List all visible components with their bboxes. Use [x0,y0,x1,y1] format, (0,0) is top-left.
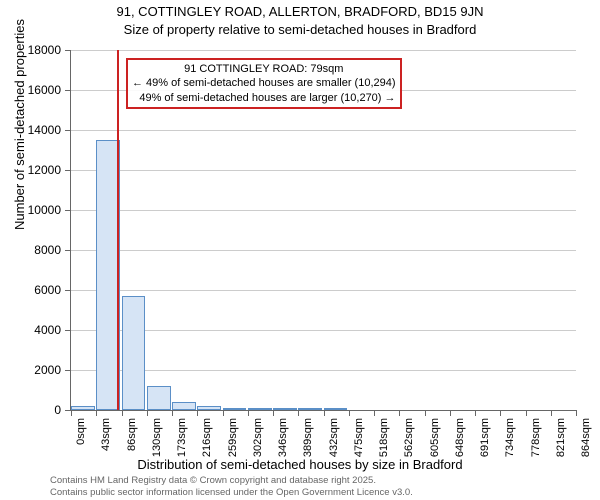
y-tick [65,250,71,251]
annotation-title: 91 COTTINGLEY ROAD: 79sqm [132,62,396,76]
y-axis-title: Number of semi-detached properties [12,19,27,230]
y-tick [65,330,71,331]
y-tick [65,50,71,51]
grid-line [71,50,576,51]
x-tick [197,410,198,416]
x-tick [172,410,173,416]
y-tick-label: 14000 [28,123,61,137]
annotation-larger: 49% of semi-detached houses are larger (… [132,91,396,105]
x-tick [500,410,501,416]
grid-line [71,330,576,331]
title-main: 91, COTTINGLEY ROAD, ALLERTON, BRADFORD,… [0,4,600,19]
x-tick [349,410,350,416]
y-tick-label: 12000 [28,163,61,177]
grid-line [71,370,576,371]
x-tick-label: 432sqm [328,418,340,457]
x-tick-label: 605sqm [429,418,441,457]
y-tick-label: 0 [54,403,61,417]
x-tick [399,410,400,416]
x-tick-label: 0sqm [75,418,87,445]
x-tick [147,410,148,416]
x-tick-label: 43sqm [100,418,112,451]
x-tick-label: 821sqm [555,418,567,457]
title-sub: Size of property relative to semi-detach… [0,22,600,37]
x-tick-label: 475sqm [353,418,365,457]
x-tick-label: 259sqm [227,418,239,457]
histogram-bar [248,408,272,410]
y-tick [65,130,71,131]
y-tick [65,290,71,291]
x-tick [248,410,249,416]
x-tick [96,410,97,416]
x-tick [223,410,224,416]
histogram-bar [122,296,146,410]
x-tick [576,410,577,416]
x-tick-label: 302sqm [252,418,264,457]
x-tick-label: 389sqm [302,418,314,457]
x-tick [425,410,426,416]
x-tick [122,410,123,416]
property-marker-line [117,50,119,410]
footer-line-2: Contains public sector information licen… [50,487,413,498]
x-tick-label: 778sqm [530,418,542,457]
y-tick [65,90,71,91]
x-tick [273,410,274,416]
x-tick-label: 691sqm [479,418,491,457]
histogram-bar [147,386,171,410]
grid-line [71,170,576,171]
x-tick [324,410,325,416]
x-tick-label: 130sqm [151,418,163,457]
y-tick-label: 8000 [34,243,61,257]
x-tick-label: 562sqm [403,418,415,457]
x-tick [374,410,375,416]
grid-line [71,210,576,211]
histogram-bar [172,402,196,410]
footer-line-1: Contains HM Land Registry data © Crown c… [50,475,413,486]
x-tick [551,410,552,416]
x-tick-label: 216sqm [201,418,213,457]
chart-container: 91, COTTINGLEY ROAD, ALLERTON, BRADFORD,… [0,0,600,500]
x-tick-label: 86sqm [126,418,138,451]
y-tick-label: 4000 [34,323,61,337]
x-tick [526,410,527,416]
y-tick-label: 6000 [34,283,61,297]
x-tick-label: 648sqm [454,418,466,457]
x-tick [450,410,451,416]
grid-line [71,250,576,251]
x-tick [475,410,476,416]
y-tick-label: 2000 [34,363,61,377]
chart-plot-area: 0200040006000800010000120001400016000180… [70,50,576,411]
y-tick-label: 16000 [28,83,61,97]
annotation-box: 91 COTTINGLEY ROAD: 79sqm← 49% of semi-d… [126,58,402,109]
histogram-bar [273,408,297,410]
histogram-bar [324,408,348,410]
x-tick-label: 173sqm [176,418,188,457]
footer-attribution: Contains HM Land Registry data © Crown c… [50,475,413,498]
y-tick-label: 10000 [28,203,61,217]
x-tick [298,410,299,416]
y-tick [65,170,71,171]
histogram-bar [71,406,95,410]
y-tick [65,210,71,211]
x-tick-label: 518sqm [378,418,390,457]
annotation-smaller: ← 49% of semi-detached houses are smalle… [132,76,396,90]
histogram-bar [298,408,322,410]
grid-line [71,130,576,131]
x-tick [71,410,72,416]
y-tick [65,370,71,371]
grid-line [71,290,576,291]
x-tick-label: 346sqm [277,418,289,457]
x-tick-label: 734sqm [504,418,516,457]
x-tick-label: 864sqm [580,418,592,457]
x-axis-title: Distribution of semi-detached houses by … [0,457,600,472]
histogram-bar [197,406,221,410]
histogram-bar [223,408,247,410]
y-tick-label: 18000 [28,43,61,57]
